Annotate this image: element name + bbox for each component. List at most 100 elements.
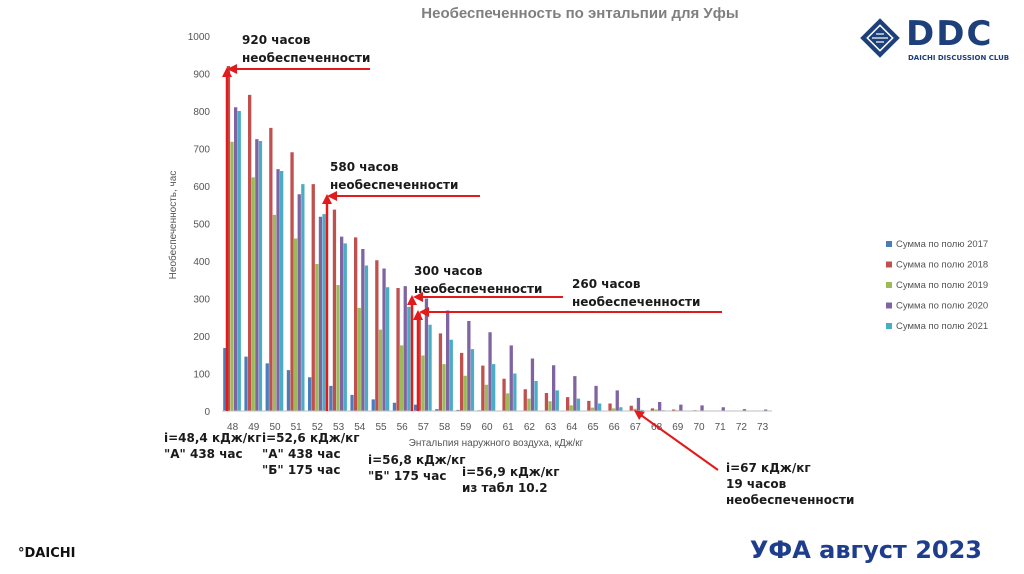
bar-2019-52	[315, 264, 319, 411]
annotation-300-line1: 300 часов	[414, 264, 483, 278]
bar-2019-61	[506, 393, 510, 411]
bar-2021-61	[513, 373, 517, 411]
x-tick-label: 71	[715, 422, 727, 433]
bar-2018-60	[481, 365, 485, 411]
bar-2021-57	[428, 324, 432, 411]
bar-2020-50	[276, 169, 280, 411]
y-tick-label: 900	[193, 70, 210, 81]
legend-label: Сумма по полю 2017	[896, 239, 988, 250]
bar-2021-52	[322, 214, 326, 411]
annotation-920: 920 часов необеспеченности	[242, 32, 370, 66]
bar-2020-51	[297, 194, 301, 411]
bar-2021-49	[258, 141, 263, 411]
daichi-brand: °DAICHI	[18, 546, 76, 561]
bar-2017-59	[456, 409, 460, 411]
bar-2018-50	[269, 127, 273, 411]
book-icon	[860, 18, 900, 58]
bar-2019-64	[569, 405, 573, 411]
bar-2019-65	[590, 407, 595, 411]
y-tick-label: 500	[193, 220, 210, 231]
bar-2017-48	[223, 348, 227, 411]
note-52-6-line3: "Б" 175 час	[262, 463, 341, 477]
bar-2020-56	[403, 286, 407, 411]
legend-label: Сумма по полю 2019	[896, 280, 988, 291]
note-52-6-line1: i=52,6 кДж/кг	[262, 431, 360, 445]
bar-2017-54	[350, 394, 354, 411]
note-67: i=67 кДж/кг 19 часов необеспеченности	[726, 460, 854, 508]
x-tick-label: 58	[439, 422, 451, 433]
x-tick-label: 73	[757, 422, 769, 433]
bar-2019-58	[442, 364, 446, 411]
bar-2019-60	[484, 384, 489, 411]
logo-subtitle: DAICHI DISCUSSION CLUB	[908, 54, 1010, 62]
bar-2018-54	[354, 237, 358, 411]
bar-2021-51	[301, 184, 305, 411]
annotation-260: 260 часов необеспеченности	[572, 276, 700, 310]
annotation-260-line1: 260 часов	[572, 277, 641, 291]
bar-2017-58	[435, 409, 439, 411]
bar-2019-53	[336, 285, 340, 411]
bar-2019-49	[251, 177, 255, 411]
note-48-4: i=48,4 кДж/кг "А" 438 час	[164, 430, 262, 462]
x-tick-label: 48	[227, 422, 239, 433]
note-52-6-line2: "А" 438 час	[262, 447, 341, 461]
bar-2020-58	[446, 310, 450, 411]
bar-2020-66	[615, 390, 619, 411]
bar-2021-65	[598, 403, 602, 411]
bar-2019-62	[527, 398, 531, 411]
bar-2018-56	[396, 288, 400, 411]
x-tick-label: 64	[566, 422, 578, 433]
x-tick-label: 65	[587, 422, 599, 433]
bar-2020-64	[573, 376, 577, 411]
bar-2017-56	[392, 402, 397, 411]
x-tick-label: 59	[460, 422, 472, 433]
bar-2020-70	[700, 405, 704, 411]
bar-2021-64	[576, 398, 581, 411]
bar-2021-56	[407, 306, 411, 411]
x-tick-label: 69	[672, 422, 684, 433]
bar-2020-61	[509, 345, 513, 411]
note-56-9-line2: из табл 10.2	[462, 481, 548, 495]
bar-2018-58	[438, 333, 443, 411]
x-tick-label: 53	[333, 422, 345, 433]
bar-2020-69	[679, 404, 683, 411]
bar-2019-54	[357, 307, 361, 411]
bar-2018-51	[290, 152, 294, 411]
x-axis-label: Энтальпия наружного воздуха, кДж/кг	[409, 438, 584, 449]
legend-label: Сумма по полю 2021	[896, 321, 988, 332]
y-tick-label: 600	[193, 182, 210, 193]
bar-2019-48	[230, 141, 234, 411]
x-tick-label: 55	[375, 422, 387, 433]
annotation-260-line2: необеспеченности	[572, 295, 701, 309]
y-tick-label: 1000	[188, 32, 211, 43]
bar-2019-66	[612, 408, 616, 411]
x-tick-label: 54	[354, 422, 366, 433]
bar-2019-51	[294, 238, 298, 411]
legend-label: Сумма по полю 2018	[896, 260, 988, 271]
legend-swatch	[886, 323, 892, 329]
bar-2018-69	[672, 409, 676, 411]
bar-2020-68	[658, 402, 662, 411]
bar-2018-68	[650, 408, 655, 411]
bar-2018-61	[502, 378, 506, 411]
x-tick-label: 66	[609, 422, 621, 433]
chart-title: Необеспеченность по энтальпии для Уфы	[421, 5, 738, 22]
x-tick-label: 60	[481, 422, 493, 433]
bar-2020-54	[361, 249, 365, 411]
bar-2020-52	[318, 216, 323, 411]
bar-2019-55	[378, 329, 383, 411]
bar-2018-63	[544, 393, 549, 411]
bar-2021-60	[492, 364, 496, 411]
bar-2020-67	[636, 397, 641, 411]
x-tick-label: 51	[291, 422, 303, 433]
annotation-580-line2: необеспеченности	[330, 178, 459, 192]
bar-2017-51	[286, 370, 291, 411]
bar-2018-59	[460, 352, 464, 411]
bar-2020-62	[530, 358, 535, 411]
bar-2018-66	[608, 403, 612, 411]
arrow-67-diagonal	[633, 410, 719, 471]
bar-2020-55	[382, 268, 386, 411]
bar-2020-48	[234, 107, 238, 411]
bar-2021-53	[343, 243, 347, 411]
annotation-580-line1: 580 часов	[330, 160, 399, 174]
